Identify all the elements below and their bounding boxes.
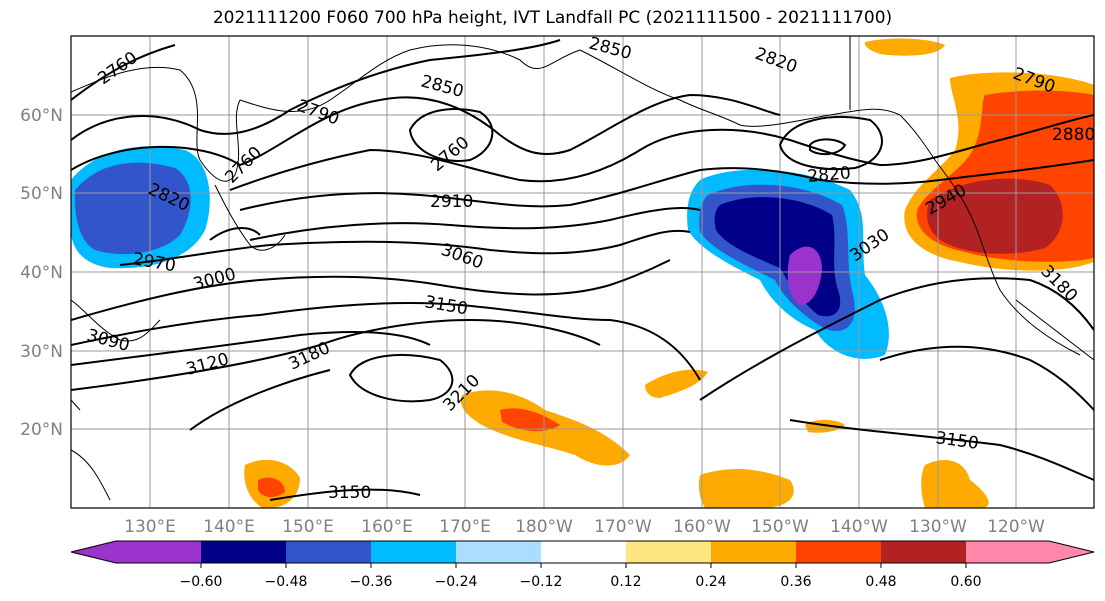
- colorbar-label: −0.36: [350, 574, 393, 590]
- lon-label: 180°W: [515, 517, 573, 537]
- coastlines: [71, 36, 1094, 501]
- colorbar-label: −0.12: [520, 574, 563, 590]
- colorbar-outline: [70, 540, 1095, 564]
- colorbar-segment: [286, 541, 371, 563]
- ivt-negative-east: [687, 169, 889, 359]
- latitude-labels: 60°N 50°N 40°N 30°N 20°N: [20, 106, 63, 440]
- lon-label: 130°W: [909, 517, 967, 537]
- lon-label: 170°E: [439, 517, 491, 537]
- lon-label: 170°W: [594, 517, 652, 537]
- colorbar-label: −0.24: [435, 574, 478, 590]
- lon-label: 140°W: [830, 517, 888, 537]
- colorbar-label: 0.60: [950, 574, 981, 590]
- colorbar-segment: [626, 541, 711, 563]
- ivt-negative-west: [71, 146, 210, 269]
- colorbar: −0.60 −0.48 −0.36 −0.24 −0.12 0.12 0.24 …: [70, 540, 1095, 590]
- colorbar-segment: [456, 541, 541, 563]
- colorbar-label: −0.48: [265, 574, 308, 590]
- lat-label: 50°N: [20, 184, 63, 204]
- lon-label: 160°W: [673, 517, 731, 537]
- height-contours: [71, 39, 1094, 501]
- colorbar-label: 0.48: [865, 574, 896, 590]
- longitude-labels: 130°E 140°E 150°E 160°E 170°E 180°W 170°…: [124, 517, 1045, 537]
- colorbar-segment: [201, 541, 286, 563]
- lon-label: 150°E: [282, 517, 334, 537]
- lon-label: 140°E: [203, 517, 255, 537]
- colorbar-label: 0.36: [780, 574, 811, 590]
- colorbar-label: 0.12: [610, 574, 641, 590]
- ivt-positive-northeast: [864, 38, 1094, 271]
- lat-label: 40°N: [20, 263, 63, 283]
- contour-label: 2880: [1052, 125, 1095, 145]
- colorbar-label: −0.60: [180, 574, 223, 590]
- graticule: [71, 36, 1094, 508]
- lat-label: 20°N: [20, 420, 63, 440]
- colorbar-segment: [711, 541, 796, 563]
- contour-label: 2910: [430, 192, 473, 212]
- lon-label: 150°W: [751, 517, 809, 537]
- colorbar-segment: [116, 541, 201, 563]
- lat-label: 60°N: [20, 106, 63, 126]
- colorbar-segment: [966, 541, 1049, 563]
- colorbar-label: 0.24: [695, 574, 726, 590]
- colorbar-extend-max: [1049, 541, 1094, 563]
- map-layers: 2760 2850 2820 2790 2850 2790 2760 2760 …: [71, 36, 1095, 508]
- lon-label: 160°E: [361, 517, 413, 537]
- colorbar-extend-min: [71, 541, 116, 563]
- colorbar-segment: [881, 541, 966, 563]
- contour-label: 2820: [807, 163, 852, 187]
- colorbar-segment: [371, 541, 456, 563]
- contour-label: 3150: [328, 483, 371, 503]
- lat-label: 30°N: [20, 342, 63, 362]
- lon-label: 130°E: [124, 517, 176, 537]
- lon-label: 120°W: [987, 517, 1045, 537]
- colorbar-ticks: [200, 563, 967, 568]
- map-frame: [70, 35, 1095, 509]
- colorbar-segment: [796, 541, 881, 563]
- figure-title: 2021111200 F060 700 hPa height, IVT Land…: [212, 8, 893, 28]
- colorbar-segment: [541, 541, 626, 563]
- colorbar-labels: −0.60 −0.48 −0.36 −0.24 −0.12 0.12 0.24 …: [180, 574, 982, 590]
